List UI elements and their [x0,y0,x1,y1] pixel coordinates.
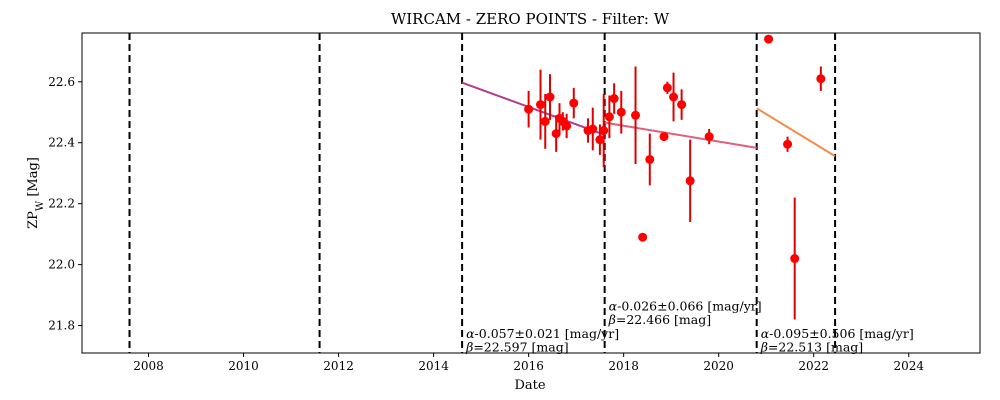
fit-annotation-alpha: α-0.057±0.021 [mag/yr] [466,326,619,341]
x-tick-label: 2012 [323,359,354,373]
axis-ticks: 2008 2010 2012 2014 2016 2018 2020 2022 2024 21.8… [48,75,924,373]
beta-value: =22.466 [mag] [616,312,711,327]
plot-frame [81,32,981,354]
fit-annotation-beta: β=22.466 [mag] [608,312,711,327]
y-tick-label: 22.6 [48,75,75,89]
x-tick-label: 2014 [418,359,449,373]
data-point [536,100,546,110]
fit-line [604,121,757,149]
data-point [609,94,619,104]
x-axis-label: Date [514,378,545,393]
x-tick-label: 2016 [513,359,544,373]
fit-line [461,81,605,136]
fit-annotation-alpha: α-0.095±0.506 [mag/yr] [761,326,914,341]
data-point [816,74,826,84]
data-point [595,135,605,145]
data-point [524,104,534,114]
data-point [685,176,695,186]
fit-annotation-beta: β=22.513 [mag] [760,339,863,354]
data-point [588,124,598,134]
y-axis-label-sub: W [35,200,46,211]
x-tick-label: 2010 [228,359,259,373]
data-point [662,83,672,93]
data-point [562,121,572,131]
data-point [764,34,774,44]
data-point [645,154,655,164]
data-point [631,110,641,120]
beta-symbol: β [465,339,473,354]
y-tick-label: 22.0 [48,258,75,272]
alpha-value: -0.095±0.506 [mag/yr] [769,326,914,341]
data-point [638,232,648,242]
alpha-value: -0.026±0.066 [mag/yr] [617,298,762,313]
beta-value: =22.513 [mag] [768,339,863,354]
data-point [599,126,609,136]
beta-symbol: β [760,339,768,354]
data-point [604,112,614,122]
y-tick-label: 22.4 [48,136,75,150]
alpha-symbol: α [466,326,475,341]
data-point [659,132,669,142]
chart-title: WIRCAM - ZERO POINTS - Filter: W [391,10,670,28]
y-tick-label: 22.2 [48,197,75,211]
data-point [545,92,555,102]
fit-annotation-alpha: α-0.026±0.066 [mag/yr] [609,298,762,313]
x-tick-label: 2008 [133,359,164,373]
data-point [669,92,679,102]
data-point [783,139,793,149]
data-point [540,116,550,126]
data-point [551,129,561,139]
beta-value: =22.597 [mag] [473,339,568,354]
x-tick-label: 2022 [798,359,829,373]
data-point [704,132,714,142]
data-point [677,100,687,110]
y-tick-label: 21.8 [48,319,75,333]
plot-area: α-0.057±0.021 [mag/yr]β=22.597 [mag]α-0.… [128,33,914,354]
alpha-symbol: α [609,298,618,313]
alpha-value: -0.057±0.021 [mag/yr] [475,326,620,341]
data-point [790,254,800,264]
x-tick-label: 2020 [703,359,734,373]
alpha-symbol: α [761,326,770,341]
fit-line [756,107,836,157]
beta-symbol: β [608,312,616,327]
data-point [616,107,626,117]
x-tick-label: 2024 [893,359,924,373]
y-axis-label-main: ZP [26,211,41,229]
data-point [569,98,579,108]
y-axis-label: ZPW [Mag] [26,157,46,229]
fit-annotation-beta: β=22.597 [mag] [465,339,568,354]
y-axis-label-unit: [Mag] [26,157,41,197]
x-tick-label: 2018 [608,359,639,373]
